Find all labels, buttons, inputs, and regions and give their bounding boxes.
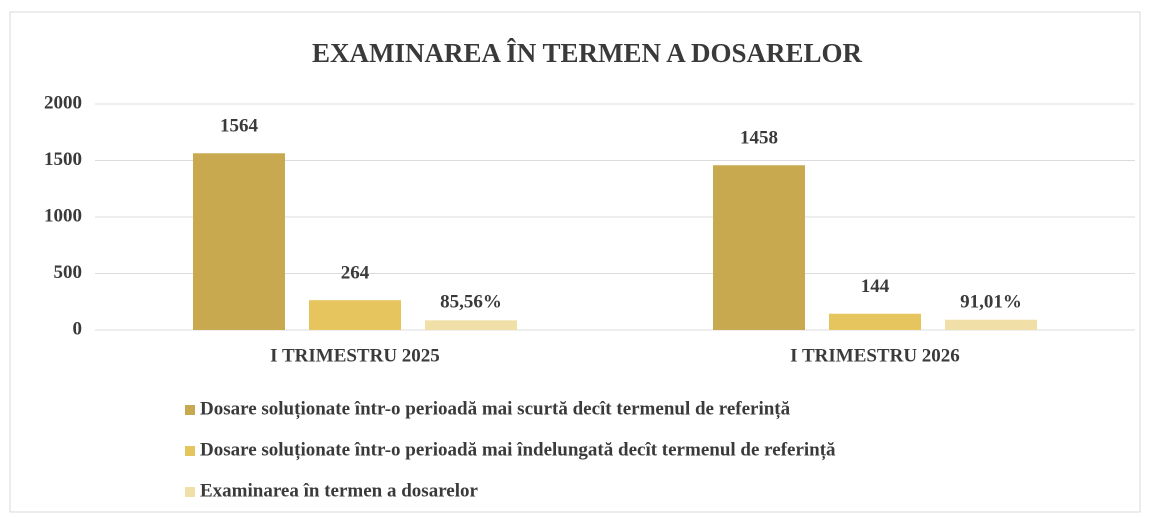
legend-label: Dosare soluționate într-o perioadă mai s… [200, 398, 791, 419]
legend-swatch [185, 487, 195, 497]
bar [829, 313, 921, 330]
legend-swatch [185, 446, 195, 456]
legend-label: Dosare soluționate într-o perioadă mai î… [200, 439, 836, 460]
legend-label: Examinarea în termen a dosarelor [200, 480, 478, 501]
bar [713, 165, 805, 330]
bar [309, 300, 401, 330]
data-label: 85,56% [440, 291, 502, 312]
data-label: 1564 [220, 116, 259, 137]
y-tick-label: 1000 [44, 205, 82, 226]
legend-swatch [185, 405, 195, 415]
x-tick-label: I TRIMESTRU 2026 [790, 345, 960, 366]
data-label: 91,01% [960, 291, 1022, 312]
y-tick-label: 0 [73, 318, 83, 339]
data-label: 144 [861, 276, 890, 297]
x-tick-label: I TRIMESTRU 2025 [270, 345, 440, 366]
chart-title: EXAMINAREA ÎN TERMEN A DOSARELOR [312, 38, 863, 68]
data-label: 1458 [740, 128, 778, 149]
y-tick-label: 2000 [44, 92, 82, 113]
y-tick-label: 1500 [44, 149, 82, 170]
bar [945, 319, 1037, 330]
bar [193, 153, 285, 330]
data-label: 264 [341, 263, 370, 284]
bar [425, 320, 517, 330]
y-tick-label: 500 [54, 262, 83, 283]
chart-frame [9, 11, 1141, 513]
